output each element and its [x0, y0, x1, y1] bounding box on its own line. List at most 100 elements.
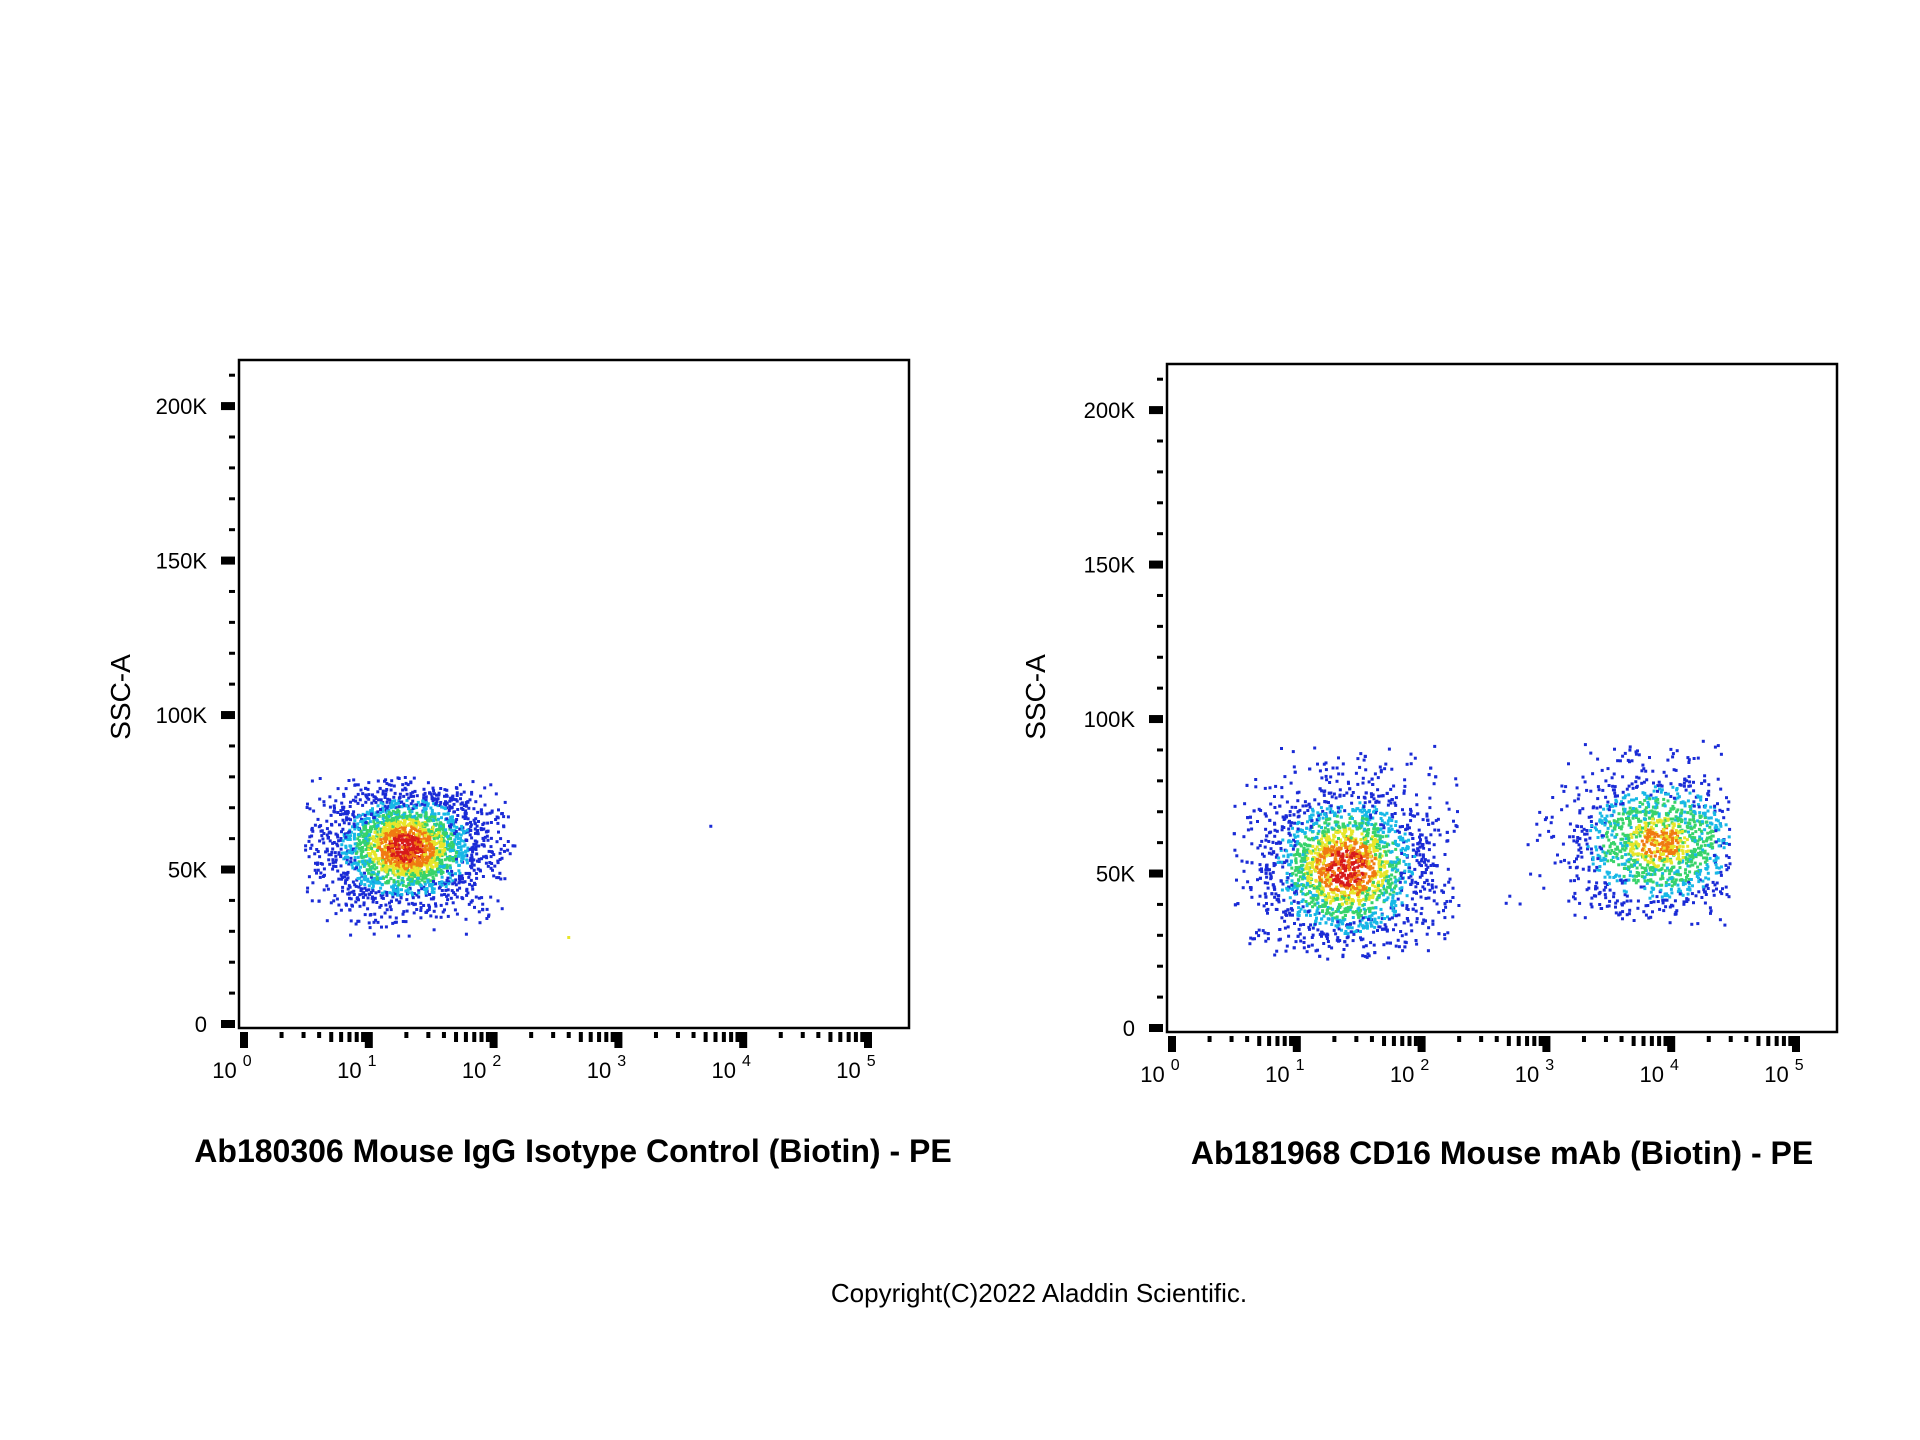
data-point: [399, 896, 403, 900]
data-point: [401, 826, 405, 830]
data-point: [1268, 872, 1272, 876]
data-point: [1339, 884, 1343, 888]
data-point: [339, 837, 343, 840]
data-point: [381, 866, 385, 870]
data-point: [1290, 821, 1294, 825]
data-point: [397, 834, 401, 838]
data-point: [385, 837, 388, 841]
x-minor-tick: [301, 1032, 306, 1038]
data-point: [458, 879, 462, 883]
data-point: [466, 800, 470, 804]
data-point: [1275, 841, 1278, 845]
data-point: [366, 896, 370, 900]
data-point: [1443, 937, 1447, 941]
data-point: [1398, 880, 1402, 884]
data-point: [1333, 897, 1337, 901]
data-point: [1373, 918, 1377, 922]
data-point: [353, 861, 357, 865]
data-point: [1305, 864, 1309, 868]
data-point: [1426, 882, 1430, 886]
data-point: [435, 841, 439, 845]
data-point: [380, 896, 384, 900]
data-point: [1379, 868, 1383, 871]
data-point: [1306, 892, 1310, 896]
data-point: [1273, 795, 1276, 798]
data-point: [1303, 851, 1307, 855]
data-point: [1414, 909, 1418, 913]
data-point: [311, 881, 315, 885]
data-point: [1371, 866, 1375, 870]
data-point: [464, 932, 468, 936]
data-point: [1329, 804, 1333, 808]
data-point: [431, 843, 435, 846]
data-point: [465, 828, 469, 832]
data-point: [458, 871, 462, 875]
data-point: [367, 817, 371, 821]
data-point: [1386, 819, 1390, 823]
data-point: [1300, 870, 1304, 874]
data-point: [465, 838, 469, 842]
data-point: [1400, 888, 1404, 892]
x-major-tick: [739, 1032, 748, 1048]
data-point: [1400, 886, 1404, 890]
data-point: [474, 872, 478, 875]
data-point: [437, 791, 441, 795]
data-point: [1233, 804, 1237, 808]
data-point: [1281, 882, 1285, 886]
data-point: [361, 812, 365, 816]
data-point: [359, 865, 362, 869]
data-point: [422, 904, 426, 907]
data-point: [363, 886, 367, 890]
data-point: [1354, 852, 1358, 856]
data-point: [1365, 829, 1369, 833]
data-point: [1264, 871, 1268, 875]
data-point: [372, 825, 376, 828]
data-point: [1408, 866, 1412, 870]
data-point: [412, 903, 416, 907]
data-point: [441, 910, 445, 914]
data-point: [477, 857, 481, 861]
data-point: [392, 880, 396, 884]
data-point: [477, 820, 480, 823]
data-point: [1320, 789, 1324, 793]
data-point: [324, 850, 328, 854]
data-point: [343, 810, 347, 814]
data-point: [441, 836, 445, 840]
data-point: [334, 858, 338, 862]
data-point: [1289, 840, 1293, 844]
data-point: [1393, 886, 1396, 890]
data-point: [1273, 806, 1277, 809]
data-point: [456, 814, 460, 817]
data-point: [485, 917, 489, 920]
data-point: [339, 809, 343, 813]
data-point: [1361, 873, 1365, 877]
data-point: [395, 845, 399, 849]
data-point: [432, 896, 436, 900]
data-point: [392, 805, 396, 809]
data-point: [352, 889, 356, 893]
data-point: [1309, 825, 1313, 829]
data-point: [445, 788, 449, 792]
data-point: [434, 902, 437, 906]
data-point: [432, 928, 436, 932]
data-point: [342, 794, 346, 798]
data-point: [409, 855, 413, 859]
data-point: [471, 850, 475, 854]
data-point: [469, 900, 473, 904]
data-point: [1305, 881, 1309, 885]
data-point: [1333, 871, 1336, 875]
data-point: [1287, 827, 1291, 831]
data-point: [1388, 862, 1392, 866]
data-point: [1424, 896, 1428, 900]
data-point: [1303, 800, 1307, 804]
data-point: [1361, 879, 1365, 883]
data-point: [346, 838, 350, 841]
data-point: [1347, 898, 1351, 902]
data-point: [1368, 867, 1372, 871]
data-point: [346, 892, 350, 896]
data-point: [306, 886, 310, 890]
data-point: [414, 863, 418, 867]
data-point: [1310, 836, 1314, 840]
data-point: [407, 817, 411, 821]
data-point: [435, 852, 439, 856]
